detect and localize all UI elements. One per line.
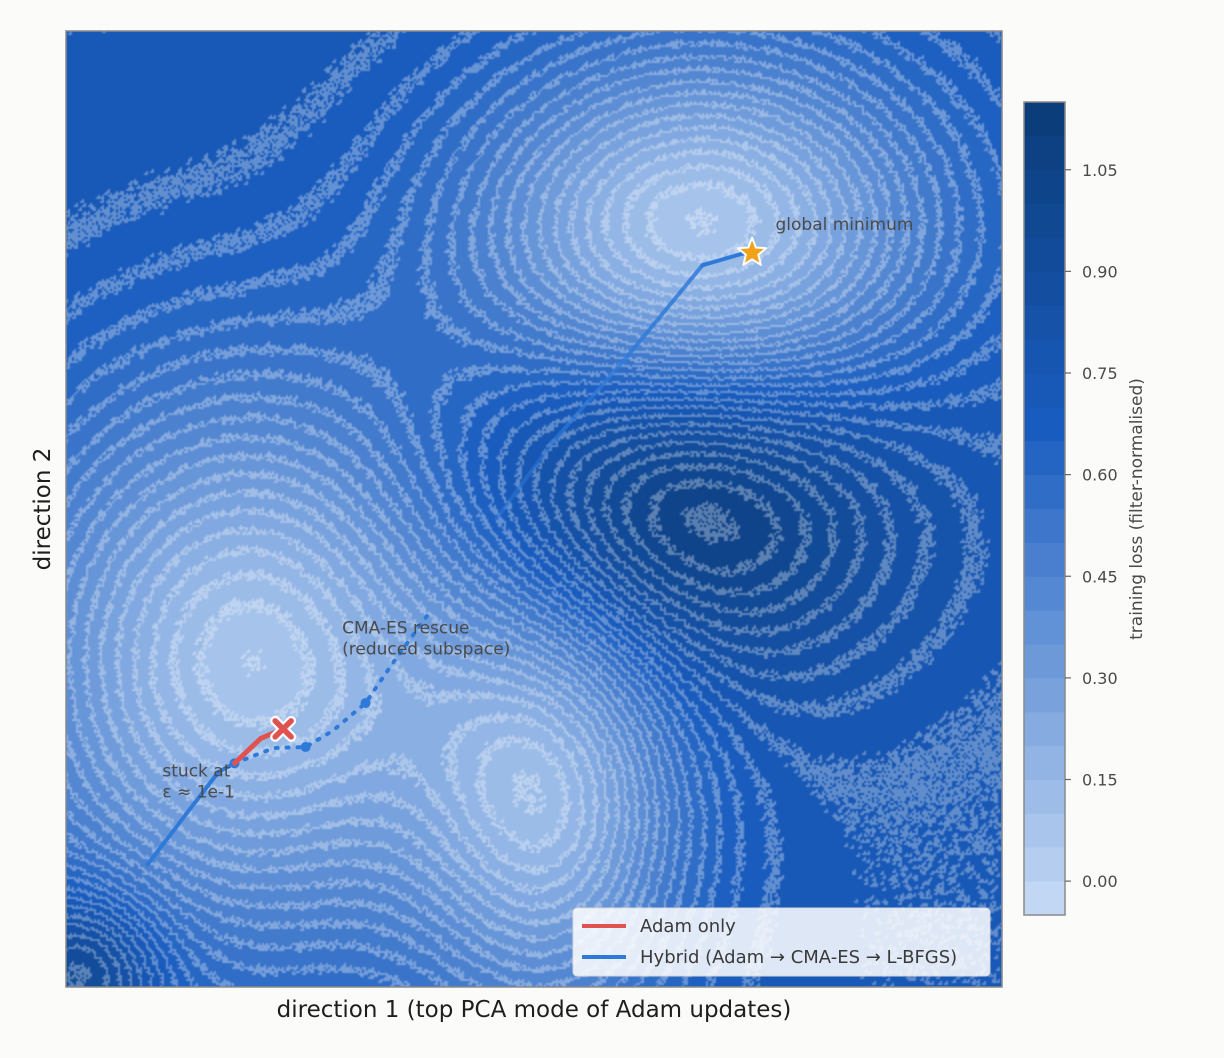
colorbar-band xyxy=(1024,102,1065,137)
colorbar-band xyxy=(1024,677,1065,713)
cmaes-step-point-2 xyxy=(360,698,371,709)
colorbar-band xyxy=(1024,406,1065,442)
colorbar-tick-label: 0.45 xyxy=(1082,567,1118,586)
hybrid-lbfgs-segment-0 xyxy=(494,440,555,521)
colorbar-band xyxy=(1024,373,1065,408)
colorbar-band xyxy=(1024,576,1065,611)
colorbar-band xyxy=(1024,169,1065,205)
colorbar-tick-label: 0.00 xyxy=(1082,872,1118,891)
stuck-x-marker xyxy=(270,715,297,742)
colorbar-band xyxy=(1024,745,1065,780)
cmaes-step-point-1 xyxy=(300,742,311,753)
colorbar-band xyxy=(1024,508,1065,543)
colorbar-band xyxy=(1024,339,1065,374)
colorbar-band xyxy=(1024,610,1065,645)
colorbar-band xyxy=(1024,237,1065,272)
colorbar-tick-label: 0.60 xyxy=(1082,466,1118,485)
annotation-global-minimum: global minimum xyxy=(775,215,913,235)
marker-layer xyxy=(270,236,768,742)
hybrid-cmaes-segment xyxy=(232,612,431,766)
colorbar-ticks: 0.00 0.15 0.30 0.45 0.60 0.75 0.90 1.05 xyxy=(1065,161,1118,891)
annotation-cma-rescue: CMA-ES rescue (reduced subspace) xyxy=(342,618,510,659)
trajectory-layer xyxy=(145,248,755,867)
annotation-layer: global minimum CMA-ES rescue (reduced sub… xyxy=(162,215,913,803)
colorbar-band xyxy=(1024,135,1065,171)
colorbar-band xyxy=(1024,711,1065,747)
y-axis-label: direction 2 xyxy=(30,448,56,571)
colorbar-bands xyxy=(1024,102,1065,916)
colorbar-band xyxy=(1024,203,1065,238)
annotation-stuck: stuck at ε ≈ 1e-1 xyxy=(162,762,234,803)
colorbar-tick-label: 0.30 xyxy=(1082,669,1118,688)
legend-label-hybrid: Hybrid (Adam → CMA-ES → L-BFGS) xyxy=(640,947,957,968)
colorbar-tick-label: 0.90 xyxy=(1082,262,1118,281)
colorbar-band xyxy=(1024,440,1065,476)
colorbar-band xyxy=(1024,847,1065,882)
colorbar: 0.00 0.15 0.30 0.45 0.60 0.75 0.90 1.05 trainin… xyxy=(1023,101,1147,916)
legend-box xyxy=(572,907,991,977)
x-axis-label: direction 1 (top PCA mode of Adam update… xyxy=(277,997,792,1023)
plot-frame xyxy=(65,30,1003,988)
global-minimum-star xyxy=(736,236,768,266)
colorbar-tick-label: 0.75 xyxy=(1082,364,1118,383)
hybrid-lbfgs-segment-2 xyxy=(625,263,705,359)
hybrid-adam-segment xyxy=(145,761,237,867)
hybrid-lbfgs-segment-1 xyxy=(550,354,630,445)
legend-label-adam: Adam only xyxy=(640,916,736,937)
plot-area xyxy=(66,31,1002,987)
colorbar-band xyxy=(1024,305,1065,340)
colorbar-band xyxy=(1024,881,1065,916)
legend: Adam only Hybrid (Adam → CMA-ES → L-BFGS… xyxy=(572,907,991,977)
colorbar-band xyxy=(1024,644,1065,679)
colorbar-band xyxy=(1024,542,1065,577)
colorbar-band xyxy=(1024,474,1065,509)
colorbar-band xyxy=(1024,779,1065,814)
colorbar-band xyxy=(1024,271,1065,306)
colorbar-tick-label: 1.05 xyxy=(1082,161,1118,180)
colorbar-frame xyxy=(1023,101,1066,916)
loss-surface-contours xyxy=(66,31,1002,987)
colorbar-label: training loss (filter-normalised) xyxy=(1127,378,1147,640)
colorbar-tick-label: 0.15 xyxy=(1082,771,1118,790)
colorbar-band xyxy=(1024,813,1065,848)
